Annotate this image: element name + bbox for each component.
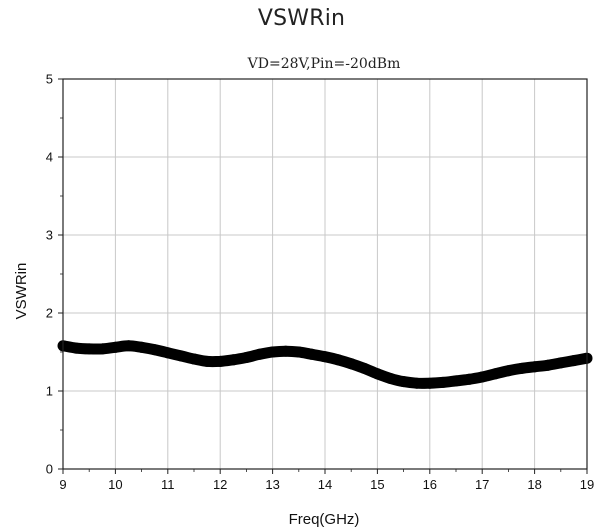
data-point: [437, 376, 449, 388]
x-tick-label: 19: [580, 477, 594, 492]
x-tick-label: 9: [59, 477, 66, 492]
data-point: [123, 340, 134, 352]
data-point: [149, 344, 161, 356]
data-point: [136, 341, 148, 353]
x-tick-label: 11: [161, 477, 175, 492]
data-point: [463, 373, 475, 385]
data-point: [175, 350, 187, 362]
data-point: [109, 341, 121, 353]
data-point: [188, 353, 200, 365]
x-tick-label: 16: [423, 477, 437, 492]
page-title: VSWRin: [257, 6, 346, 31]
data-point: [398, 376, 410, 388]
data-point: [411, 377, 423, 389]
axis-ticks: [58, 78, 588, 474]
data-point: [516, 362, 527, 374]
x-tick-label: 14: [318, 477, 332, 492]
data-point: [385, 373, 396, 384]
data-point: [371, 368, 383, 380]
data-point: [568, 355, 580, 367]
data-point: [214, 355, 226, 367]
data-point: [332, 354, 344, 366]
y-tick-label: 1: [46, 384, 53, 399]
x-tick-label: 18: [527, 477, 541, 492]
data-point: [476, 371, 488, 383]
x-tick-label: 13: [265, 477, 279, 492]
x-axis-label: Freq(GHz): [289, 511, 360, 528]
series-layer: [57, 340, 593, 389]
y-axis-label: VSWRin: [13, 263, 30, 320]
data-point: [254, 348, 265, 360]
data-point: [319, 351, 331, 363]
data-point: [450, 375, 462, 387]
y-tick-label: 0: [46, 462, 53, 477]
data-point: [162, 347, 174, 359]
data-point: [502, 365, 514, 377]
data-point: [529, 361, 541, 373]
grid-lines: [63, 79, 587, 469]
data-point: [201, 355, 213, 367]
y-tick-label: 4: [46, 150, 53, 165]
data-point: [70, 342, 82, 354]
x-tick-labels: 9 10 11 12 13 14 15 16 17 18 19: [59, 477, 594, 492]
y-tick-labels: 0 1 2 3 4 5: [46, 72, 53, 477]
data-point: [424, 377, 436, 389]
x-tick-label: 17: [475, 477, 489, 492]
data-point: [489, 368, 501, 380]
y-tick-label: 2: [46, 306, 53, 321]
data-point: [306, 348, 318, 360]
data-point: [96, 343, 108, 355]
y-tick-label: 5: [46, 72, 53, 87]
data-point: [542, 359, 554, 371]
y-tick-label: 3: [46, 228, 53, 243]
x-tick-label: 15: [370, 477, 384, 492]
data-point: [555, 357, 567, 369]
data-point: [345, 358, 357, 370]
data-point: [267, 346, 279, 358]
x-tick-label: 10: [108, 477, 122, 492]
data-point: [227, 354, 239, 366]
x-tick-label: 12: [213, 477, 227, 492]
data-point: [293, 346, 305, 358]
data-point: [83, 343, 95, 355]
data-point: [240, 352, 252, 363]
data-point: [280, 345, 292, 357]
chart-subtitle: VD=28V,Pin=-20dBm: [247, 56, 401, 72]
data-point: [358, 362, 370, 374]
